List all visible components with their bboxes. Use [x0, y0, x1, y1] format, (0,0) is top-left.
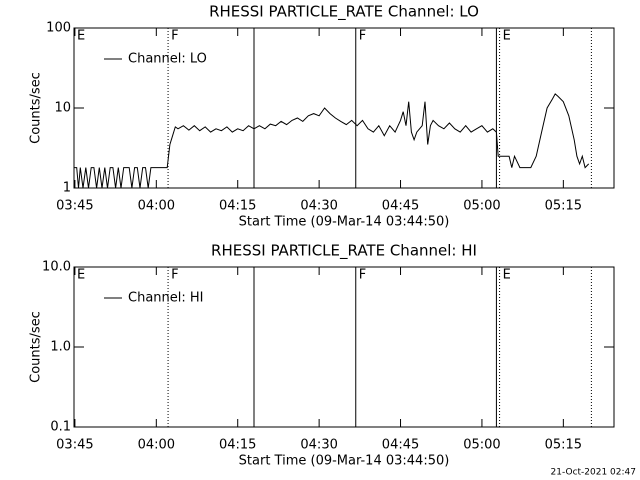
y-tick-label: 100	[46, 21, 71, 36]
annotation: F	[359, 268, 366, 283]
annotation: E	[503, 268, 511, 283]
y-tick-label: 1	[63, 181, 71, 196]
x-tick-label: 04:30	[300, 438, 337, 453]
y-tick-label: 0.1	[50, 420, 71, 435]
annotation: E	[77, 29, 85, 44]
x-tick-label: 04:00	[138, 199, 175, 214]
data-line	[74, 93, 590, 189]
x-tick-label: 05:00	[463, 199, 500, 214]
annotation: F	[359, 29, 366, 44]
x-tick-label: 04:15	[219, 199, 256, 214]
y-axis-label: Counts/sec	[29, 72, 44, 144]
y-tick-label: 1.0	[50, 340, 71, 355]
annotation: E	[77, 268, 85, 283]
footer: 21-Oct-2021 02:47	[551, 468, 636, 478]
annotation: E	[503, 29, 511, 44]
y-axis-label: Counts/sec	[29, 311, 44, 383]
x-tick-label: 03:45	[56, 438, 93, 453]
x-tick-label: 04:00	[138, 438, 175, 453]
y-tick-label: 10	[54, 101, 71, 116]
x-tick-label: 03:45	[56, 199, 93, 214]
x-axis-label: Start Time (09-Mar-14 03:44:50)	[239, 454, 450, 469]
x-tick-label: 04:45	[382, 199, 419, 214]
annotation: F	[171, 268, 178, 283]
y-tick-label: 10.0	[42, 260, 71, 275]
x-axis-label: Start Time (09-Mar-14 03:44:50)	[239, 215, 450, 230]
legend-label: Channel: LO	[128, 52, 207, 67]
chart-title: RHESSI PARTICLE_RATE Channel: HI	[211, 242, 477, 261]
legend-label: Channel: HI	[128, 291, 204, 306]
x-tick-label: 05:00	[463, 438, 500, 453]
x-tick-label: 04:15	[219, 438, 256, 453]
x-tick-label: 05:15	[545, 199, 582, 214]
x-tick-label: 04:45	[382, 438, 419, 453]
x-tick-label: 05:15	[545, 438, 582, 453]
annotation: F	[171, 29, 178, 44]
x-tick-label: 04:30	[300, 199, 337, 214]
chart-title: RHESSI PARTICLE_RATE Channel: LO	[209, 3, 479, 22]
